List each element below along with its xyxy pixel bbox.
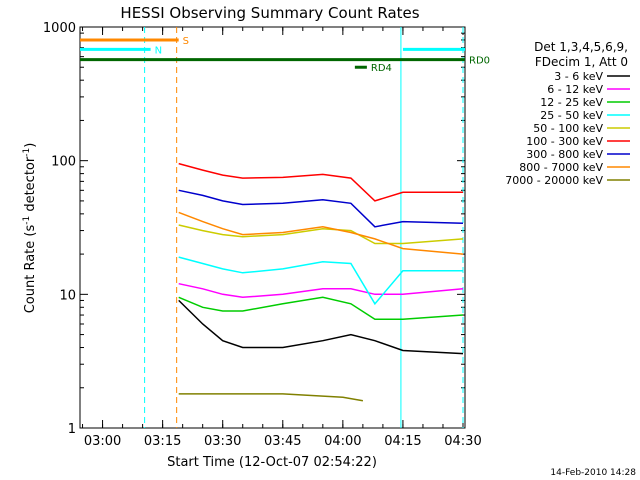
series-line	[178, 211, 464, 255]
legend-label: 300 - 800 keV	[526, 148, 603, 161]
legend-label: 6 - 12 keV	[547, 83, 603, 96]
legend-label: 7000 - 20000 keV	[505, 174, 603, 187]
series-line	[178, 393, 364, 402]
y-axis-label-text: Count Rate (s-1 detector-1)	[22, 143, 38, 314]
flag-label: RD4	[371, 63, 392, 74]
legend-label: 50 - 100 keV	[533, 122, 603, 135]
chart-title: HESSI Observing Summary Count Rates	[120, 4, 419, 22]
y-label-part: )	[23, 143, 38, 148]
legend-label: 25 - 50 keV	[540, 109, 603, 122]
y-label-part: detector	[23, 156, 38, 216]
x-tick-label: 04:30	[444, 434, 481, 449]
y-tick-label: 1	[68, 422, 76, 437]
x-tick-label: 03:00	[84, 434, 121, 449]
legend-header-line-2: FDecim 1, Att 0	[535, 55, 628, 69]
legend-label: 800 - 7000 keV	[519, 161, 603, 174]
y-axis-label: Count Rate (s-1 detector-1)	[22, 143, 38, 314]
legend-label: 12 - 25 keV	[540, 96, 603, 109]
series-line	[178, 282, 464, 299]
x-tick-label: 03:30	[204, 434, 241, 449]
y-tick-label: 1000	[43, 21, 76, 36]
series-line	[178, 189, 464, 228]
y-tick-label: 100	[51, 155, 76, 170]
footer-timestamp: 14-Feb-2010 14:28	[550, 468, 636, 478]
series-line	[178, 299, 464, 355]
x-tick-label: 04:15	[384, 434, 421, 449]
x-axis-label: Start Time (12-Oct-07 02:54:22)	[167, 455, 377, 470]
flag-label: N	[155, 45, 162, 56]
flag-label: S	[183, 36, 189, 47]
y-label-sup: -1	[22, 148, 32, 157]
y-tick-label: 10	[59, 288, 76, 303]
series-line	[178, 162, 463, 202]
legend-header-line-1: Det 1,3,4,5,6,9,	[534, 40, 628, 54]
plot-frame	[79, 26, 466, 429]
x-tick-label: 03:45	[264, 434, 301, 449]
legend-label: 3 - 6 keV	[554, 70, 603, 83]
x-tick-label: 04:00	[324, 434, 361, 449]
flag-label: RD0	[469, 56, 490, 67]
y-label-sup: -1	[22, 216, 32, 225]
x-tick-label: 03:15	[144, 434, 181, 449]
legend-label: 100 - 300 keV	[526, 135, 603, 148]
series-line	[178, 296, 464, 321]
plot-area: 1 10 100 1000 03:00 03:15 03:30 03:45 04:00 04:15…	[43, 21, 490, 449]
legend: Det 1,3,4,5,6,9, FDecim 1, Att 0 3 - 6 k…	[505, 40, 630, 187]
series-line	[178, 256, 463, 306]
y-label-part: Count Rate (s	[23, 225, 38, 314]
